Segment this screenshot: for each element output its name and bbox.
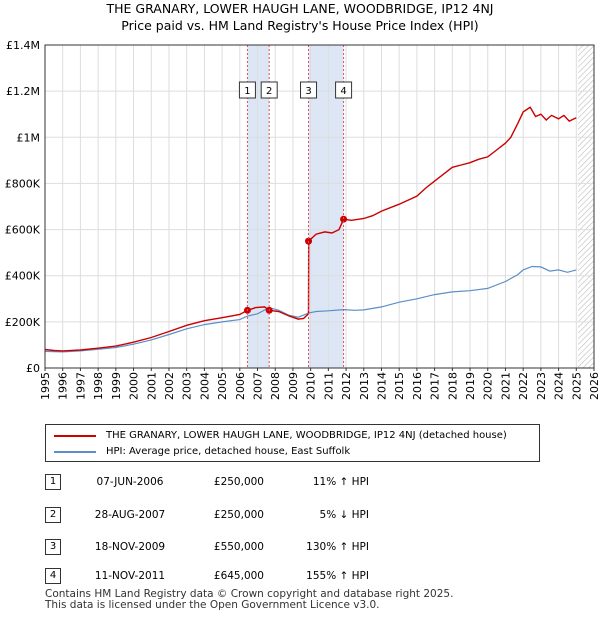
sale-price: £250,000: [213, 476, 264, 488]
sale-marker-label: 3: [305, 86, 311, 97]
x-tick-label: 2015: [393, 372, 406, 400]
sale-row: 1 07-JUN-2006 £250,000 11% ↑ HPI: [45, 472, 565, 492]
x-tick-label: 2018: [446, 372, 459, 400]
sale-date: 28-AUG-2007: [94, 509, 166, 521]
x-tick-label: 2006: [234, 372, 247, 400]
x-tick-label: 2008: [269, 372, 282, 400]
sale-row: 4 11-NOV-2011 £645,000 155% ↑ HPI: [45, 566, 565, 586]
sale-marker-label: 4: [340, 86, 346, 97]
x-tick-label: 2025: [570, 372, 583, 400]
chart-title: THE GRANARY, LOWER HAUGH LANE, WOODBRIDG…: [0, 0, 600, 34]
x-tick-label: 2022: [517, 372, 530, 400]
footer-line-1: Contains HM Land Registry data © Crown c…: [45, 588, 454, 600]
y-tick-label: £1.2M: [6, 85, 40, 98]
sale-row: 2 28-AUG-2007 £250,000 5% ↓ HPI: [45, 505, 565, 525]
title-line-1: THE GRANARY, LOWER HAUGH LANE, WOODBRIDG…: [106, 1, 494, 16]
x-tick-label: 2017: [429, 372, 442, 400]
sale-point: [340, 215, 348, 223]
sale-hpi-change: 130% ↑ HPI: [306, 541, 369, 553]
sale-number: 3: [45, 539, 61, 555]
x-tick-label: 1999: [110, 372, 123, 400]
x-tick-label: 2010: [305, 372, 318, 400]
x-tick-label: 2020: [482, 372, 495, 400]
x-tick-label: 1995: [39, 372, 52, 400]
sale-date: 07-JUN-2006: [96, 476, 164, 488]
sale-hpi-change: 11% ↑ HPI: [312, 476, 369, 488]
x-tick-label: 2011: [322, 372, 335, 400]
x-tick-label: 1998: [92, 372, 105, 400]
y-tick-label: £1M: [17, 131, 41, 144]
sale-date: 11-NOV-2011: [94, 570, 166, 582]
x-tick-label: 2005: [216, 372, 229, 400]
legend-label-property: THE GRANARY, LOWER HAUGH LANE, WOODBRIDG…: [106, 430, 507, 441]
y-tick-label: £200K: [5, 316, 41, 329]
forecast-hatch: [578, 45, 594, 368]
legend-swatch-property: [54, 435, 96, 437]
y-tick-label: £600K: [5, 224, 41, 237]
x-tick-label: 2021: [499, 372, 512, 400]
x-tick-label: 2000: [128, 372, 141, 400]
sale-marker-box: [260, 81, 278, 99]
y-tick-label: £0: [26, 362, 40, 375]
sale-hpi-change: 5% ↓ HPI: [319, 509, 369, 521]
plot-border: [44, 44, 595, 369]
x-tick-label: 2001: [145, 372, 158, 400]
sale-hpi-change: 155% ↑ HPI: [306, 570, 369, 582]
x-tick-label: 2016: [411, 372, 424, 400]
sale-number: 2: [45, 507, 61, 523]
sale-price: £550,000: [213, 541, 264, 553]
legend-label-hpi: HPI: Average price, detached house, East…: [106, 446, 351, 457]
x-tick-label: 2009: [287, 372, 300, 400]
y-tick-label: £400K: [5, 270, 41, 283]
sale-marker-label: 2: [266, 86, 272, 97]
x-tick-label: 2003: [181, 372, 194, 400]
title-line-2: Price paid vs. HM Land Registry's House …: [121, 18, 479, 33]
footer-line-2: This data is licensed under the Open Gov…: [45, 599, 380, 611]
sale-marker-label: 1: [244, 86, 250, 97]
x-tick-label: 2014: [375, 372, 388, 400]
x-tick-label: 2026: [588, 372, 600, 400]
y-tick-label: £800K: [5, 177, 41, 190]
x-tick-label: 1996: [57, 372, 70, 400]
sale-number: 4: [45, 568, 61, 584]
sale-marker-box: [335, 81, 353, 99]
x-tick-label: 2019: [464, 372, 477, 400]
sale-row: 3 18-NOV-2009 £550,000 130% ↑ HPI: [45, 537, 565, 557]
legend: THE GRANARY, LOWER HAUGH LANE, WOODBRIDG…: [45, 424, 540, 462]
x-tick-label: 2007: [252, 372, 265, 400]
sale-marker-box: [238, 81, 256, 99]
sale-price: £645,000: [213, 570, 264, 582]
footer-attribution: Contains HM Land Registry data © Crown c…: [45, 589, 453, 611]
sale-price: £250,000: [213, 509, 264, 521]
sale-date: 18-NOV-2009: [94, 541, 166, 553]
x-tick-label: 2013: [358, 372, 371, 400]
sale-number: 1: [45, 474, 61, 490]
price-chart: 1 2 3 4 £0 £200K £400K £600K £800K £1M £1.2M £1.4M…: [5, 39, 600, 400]
y-tick-label: £1.4M: [6, 39, 40, 52]
property-price-line: [44, 106, 577, 352]
shaded-period: [247, 45, 270, 368]
x-tick-label: 2024: [553, 372, 566, 400]
legend-swatch-hpi: [54, 451, 96, 453]
x-tick-label: 2002: [163, 372, 176, 400]
sale-marker-box: [300, 81, 318, 99]
hpi-line: [44, 265, 577, 353]
x-tick-label: 2004: [198, 372, 211, 400]
x-tick-label: 2012: [340, 372, 353, 400]
x-tick-label: 1997: [74, 372, 87, 400]
x-tick-label: 2023: [535, 372, 548, 400]
shaded-period: [308, 45, 344, 368]
